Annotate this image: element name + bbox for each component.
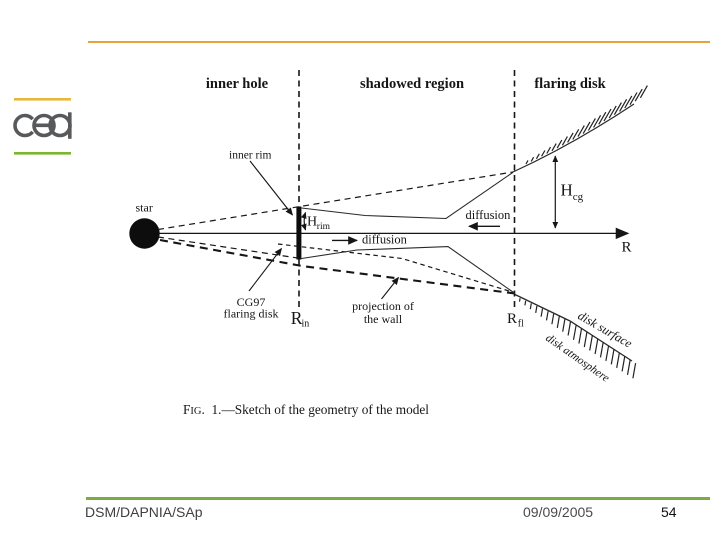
svg-text:the wall: the wall: [364, 312, 403, 326]
svg-text:disk atmosphere: disk atmosphere: [543, 332, 611, 385]
svg-text:fl: fl: [518, 319, 524, 330]
svg-text:flaring disk: flaring disk: [534, 76, 606, 92]
svg-text:R: R: [507, 311, 517, 327]
svg-text:H: H: [561, 181, 573, 200]
svg-text:FIG. 1.—Sketch of the geometr: FIG. 1.—Sketch of the geometry of the mo…: [183, 402, 429, 417]
svg-text:cg: cg: [573, 191, 584, 203]
svg-text:CG97: CG97: [237, 295, 266, 309]
svg-text:inner hole: inner hole: [206, 76, 269, 92]
svg-text:star: star: [136, 201, 153, 215]
svg-text:projection of: projection of: [352, 299, 414, 313]
svg-text:in: in: [302, 319, 310, 330]
svg-text:rim: rim: [317, 222, 331, 232]
svg-text:R: R: [622, 240, 632, 256]
svg-text:H: H: [307, 214, 317, 229]
svg-text:shadowed region: shadowed region: [360, 76, 464, 92]
svg-text:R: R: [291, 308, 303, 328]
svg-text:diffusion: diffusion: [362, 233, 408, 247]
svg-text:inner rim: inner rim: [229, 150, 272, 162]
svg-text:flaring disk: flaring disk: [224, 307, 279, 321]
svg-text:diffusion: diffusion: [466, 208, 512, 222]
